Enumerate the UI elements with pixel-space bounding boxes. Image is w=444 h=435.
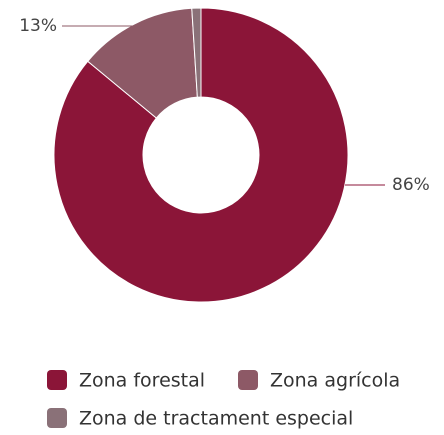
legend-label[interactable]: Zona forestal — [79, 370, 205, 392]
legend-label[interactable]: Zona de tractament especial — [79, 408, 353, 430]
legend-swatch[interactable] — [47, 370, 67, 390]
legend-label[interactable]: Zona agrícola — [270, 370, 400, 392]
data-label: 86% — [392, 175, 430, 195]
legend-swatch[interactable] — [238, 370, 258, 390]
legend-swatch[interactable] — [47, 408, 67, 428]
donut-slice — [191, 7, 202, 98]
data-label: 13% — [19, 16, 57, 36]
donut-slice — [53, 7, 349, 303]
